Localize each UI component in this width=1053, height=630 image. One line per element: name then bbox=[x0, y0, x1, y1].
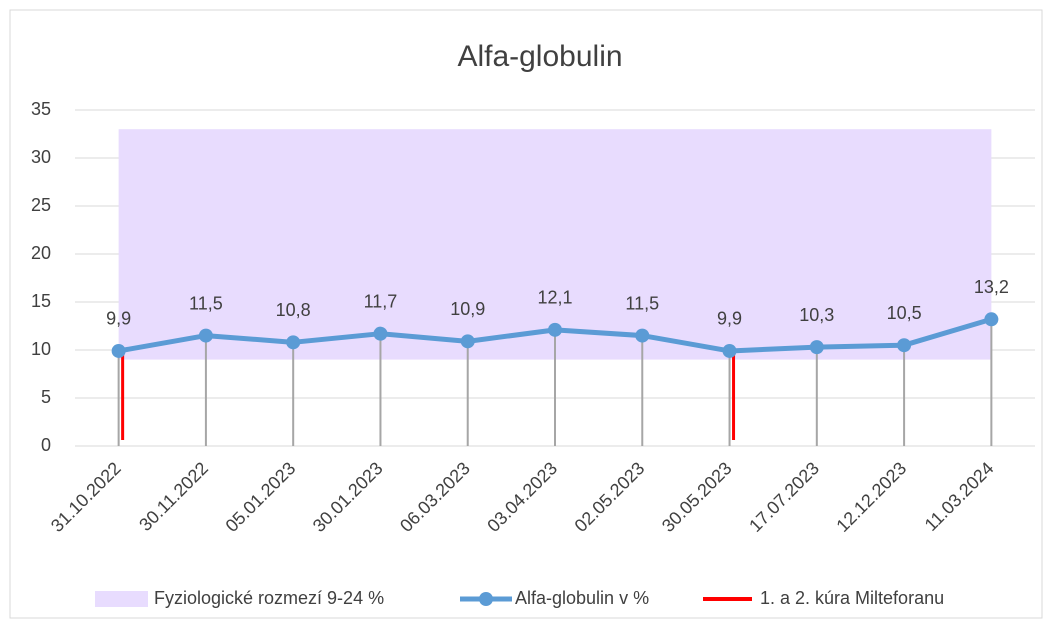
data-label: 10,5 bbox=[887, 303, 922, 323]
range-band bbox=[118, 129, 992, 360]
point bbox=[984, 312, 999, 327]
point bbox=[897, 338, 912, 353]
data-label: 13,2 bbox=[974, 277, 1009, 297]
point bbox=[286, 335, 301, 350]
data-label: 10,9 bbox=[450, 299, 485, 319]
point bbox=[809, 340, 824, 355]
y-tick-label: 35 bbox=[31, 99, 51, 119]
point bbox=[635, 328, 650, 343]
data-label: 11,7 bbox=[364, 291, 398, 311]
point bbox=[111, 343, 126, 358]
point bbox=[460, 334, 475, 349]
point bbox=[373, 326, 388, 341]
legend-label: 1. a 2. kúra Milteforanu bbox=[760, 588, 944, 608]
data-label: 9,9 bbox=[106, 309, 131, 329]
data-label: 10,3 bbox=[799, 305, 834, 325]
y-tick-label: 5 bbox=[41, 387, 51, 407]
y-tick-label: 20 bbox=[31, 243, 51, 263]
legend-swatch bbox=[95, 591, 148, 607]
legend-label: Alfa-globulin v % bbox=[515, 588, 649, 608]
chart-title: Alfa-globulin bbox=[457, 40, 622, 73]
legend-swatch bbox=[479, 592, 493, 606]
data-label: 9,9 bbox=[717, 309, 742, 329]
y-tick-label: 25 bbox=[31, 195, 51, 215]
y-tick-label: 10 bbox=[31, 339, 51, 359]
point bbox=[198, 328, 213, 343]
data-label: 10,8 bbox=[276, 300, 311, 320]
y-tick-label: 15 bbox=[31, 291, 51, 311]
point bbox=[548, 322, 562, 337]
data-label: 11,5 bbox=[189, 293, 223, 313]
legend-label: Fyziologické rozmezí 9-24 % bbox=[154, 588, 384, 608]
data-label: 12,1 bbox=[537, 288, 572, 308]
y-tick-label: 30 bbox=[31, 147, 51, 167]
point bbox=[722, 343, 737, 358]
y-tick-label: 0 bbox=[41, 435, 51, 455]
data-label: 11,5 bbox=[625, 293, 659, 313]
